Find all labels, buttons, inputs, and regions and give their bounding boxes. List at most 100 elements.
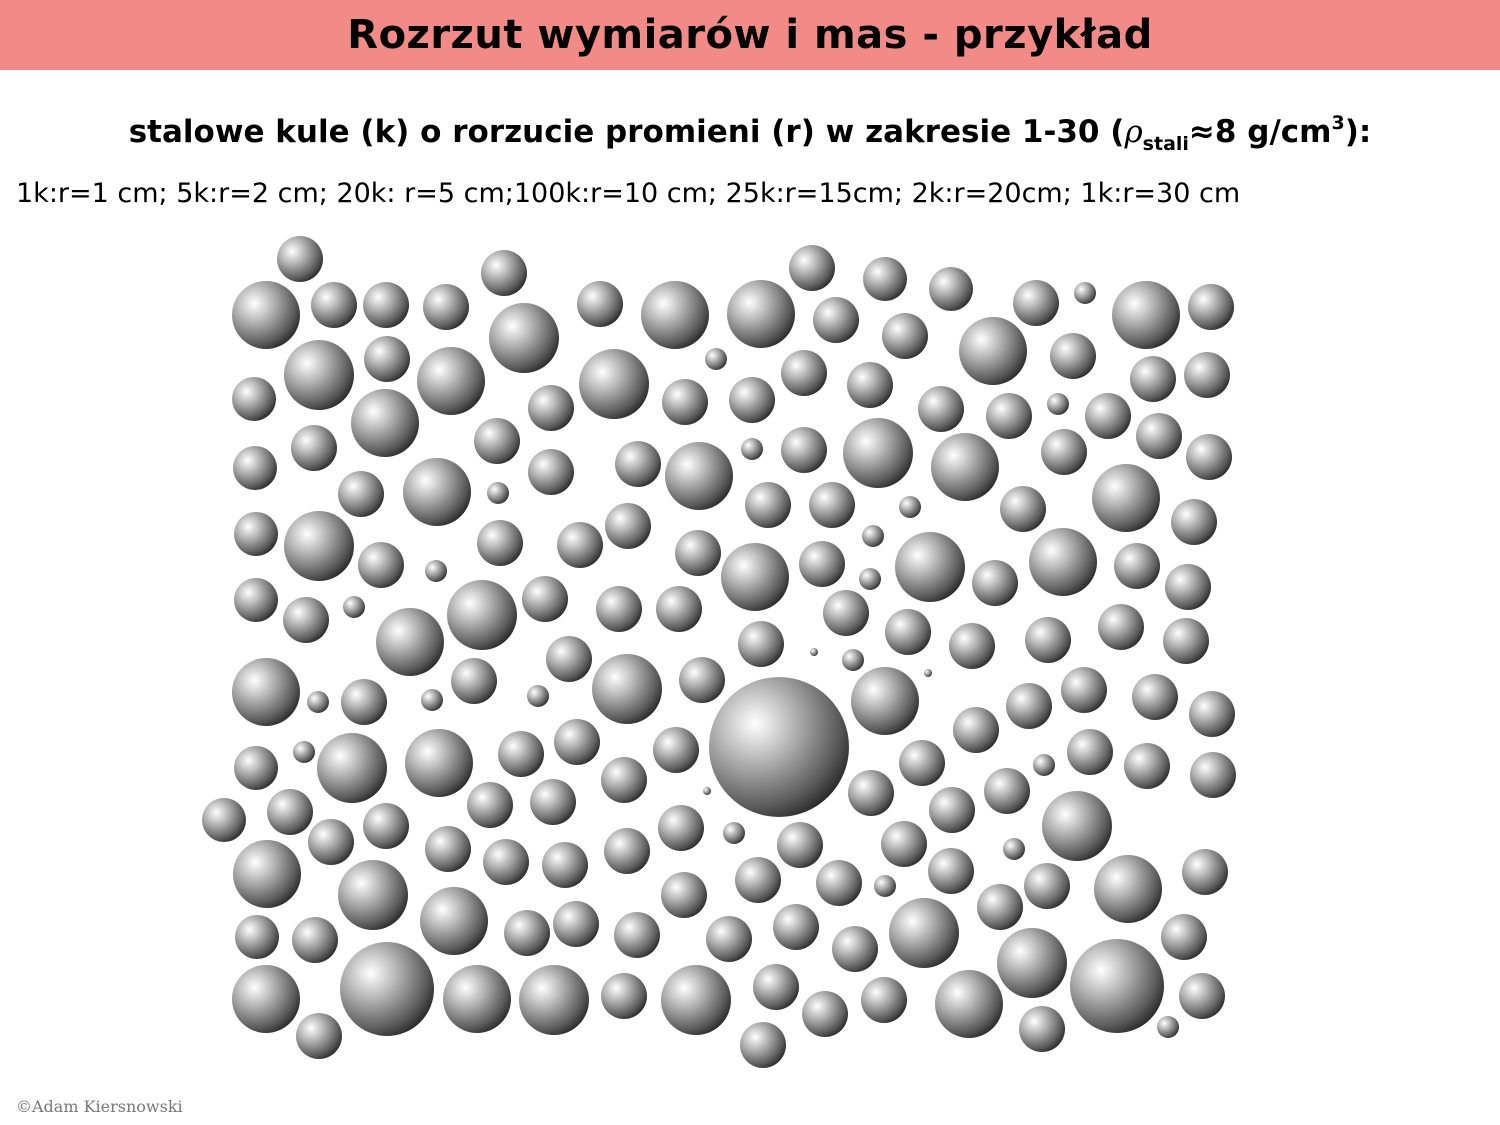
steel-ball: [447, 580, 517, 650]
steel-ball: [202, 798, 246, 842]
steel-ball: [895, 532, 965, 602]
steel-ball: [1184, 352, 1230, 398]
steel-ball: [899, 740, 945, 786]
distribution-detail: 1k:r=1 cm; 5k:r=2 cm; 20k: r=5 cm;100k:r…: [16, 178, 1241, 209]
steel-ball: [420, 887, 488, 955]
steel-ball: [293, 741, 315, 763]
steel-ball: [443, 965, 511, 1033]
slide-title: Rozrzut wymiarów i mas - przykład: [347, 12, 1153, 58]
steel-ball: [703, 787, 711, 795]
steel-ball: [842, 649, 864, 671]
steel-ball: [1188, 284, 1234, 330]
steel-ball: [727, 280, 795, 348]
steel-ball: [741, 438, 763, 460]
steel-ball: [953, 707, 999, 753]
steel-ball: [233, 840, 301, 908]
steel-ball: [1092, 464, 1160, 532]
steel-ball: [1019, 1006, 1065, 1052]
steel-ball: [851, 667, 919, 735]
copyright-footer: ©Adam Kiersnowski: [16, 1097, 183, 1116]
steel-ball: [363, 282, 409, 328]
steel-ball: [1130, 356, 1176, 402]
steel-ball: [604, 828, 650, 874]
steel-ball: [291, 425, 337, 471]
steel-ball: [1186, 434, 1232, 480]
subtitle-text: stalowe kule (k) o rorzucie promieni (r)…: [128, 114, 1125, 150]
steel-ball: [364, 336, 410, 382]
steel-ball: [918, 386, 964, 432]
steel-ball: [740, 1022, 786, 1068]
steel-ball: [813, 297, 859, 343]
steel-ball: [553, 901, 599, 947]
steel-ball: [959, 317, 1027, 385]
steel-ball: [232, 658, 300, 726]
steel-ball: [861, 977, 907, 1023]
steel-ball: [232, 281, 300, 349]
steel-ball: [467, 782, 513, 828]
steel-ball: [929, 267, 973, 311]
steel-ball: [405, 729, 473, 797]
steel-ball: [481, 250, 527, 296]
steel-ball: [1061, 667, 1107, 713]
steel-ball: [557, 522, 603, 568]
steel-ball: [745, 482, 791, 528]
density-exponent: 3: [1331, 112, 1345, 134]
steel-ball: [1112, 281, 1180, 349]
steel-ball: [874, 875, 896, 897]
steel-ball: [477, 520, 523, 566]
steel-ball: [662, 379, 708, 425]
ball-group: [202, 236, 1236, 1068]
steel-ball: [949, 623, 995, 669]
steel-ball: [522, 576, 568, 622]
steel-ball: [738, 621, 784, 667]
steel-ball: [425, 560, 447, 582]
steel-ball: [653, 727, 699, 773]
steel-ball: [338, 860, 408, 930]
rho-symbol: ρ: [1124, 114, 1143, 150]
steel-ball: [343, 596, 365, 618]
steel-ball: [997, 928, 1067, 998]
steel-ball: [579, 349, 649, 419]
steel-ball: [267, 789, 313, 835]
steel-ball: [863, 257, 907, 301]
steel-ball: [799, 541, 845, 587]
steel-ball: [882, 313, 928, 359]
steel-ball: [232, 965, 300, 1033]
steel-ball: [504, 910, 550, 956]
steel-ball: [601, 757, 647, 803]
steel-ball: [816, 860, 862, 906]
steel-ball: [605, 503, 651, 549]
steel-ball: [1179, 973, 1225, 1019]
steel-ball: [341, 679, 387, 725]
steel-ball: [773, 904, 819, 950]
steel-ball: [1033, 754, 1055, 776]
steel-ball: [296, 1013, 342, 1059]
density-value: 8 g/cm: [1214, 114, 1332, 150]
steel-ball: [1124, 743, 1170, 789]
steel-ball: [729, 377, 775, 423]
steel-ball: [656, 586, 702, 632]
approx-symbol: ≈: [1188, 114, 1215, 150]
steel-ball: [498, 731, 544, 777]
steel-ball: [308, 819, 354, 865]
steel-ball: [885, 609, 931, 655]
steel-ball: [1050, 333, 1096, 379]
steel-ball: [899, 496, 921, 518]
steel-ball: [483, 839, 529, 885]
steel-ball: [859, 568, 881, 590]
steel-ball: [1025, 617, 1071, 663]
steel-ball: [1070, 939, 1164, 1033]
steel-ball: [1182, 849, 1228, 895]
steel-ball: [528, 385, 574, 431]
steel-ball: [848, 770, 894, 816]
steel-ball: [340, 942, 434, 1036]
steel-ball: [425, 826, 471, 872]
steel-ball: [1042, 791, 1112, 861]
steel-ball: [527, 685, 549, 707]
steel-ball: [972, 560, 1018, 606]
steel-ball: [928, 848, 974, 894]
steel-ball: [487, 482, 509, 504]
steel-ball: [641, 281, 709, 349]
steel-ball: [292, 917, 338, 963]
steel-ball: [489, 303, 559, 373]
